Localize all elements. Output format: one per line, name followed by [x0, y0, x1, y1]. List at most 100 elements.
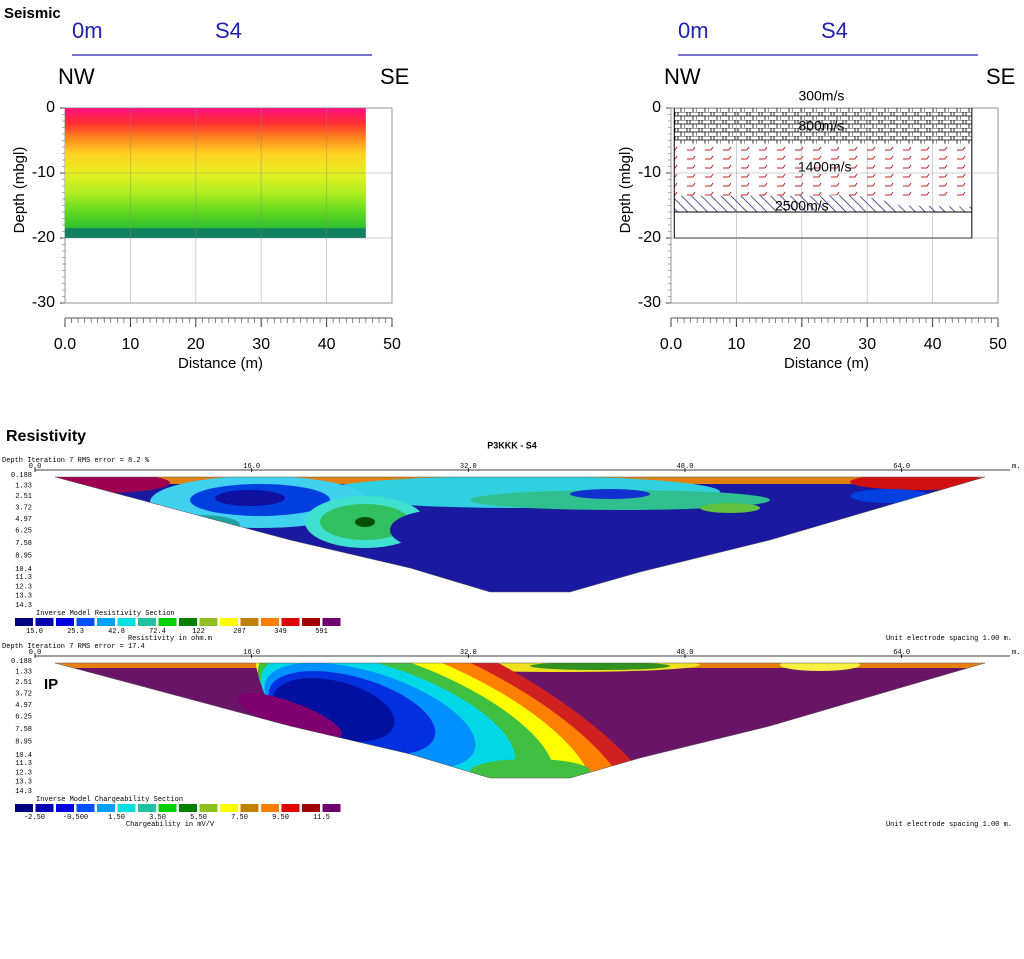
- contour-zone: [390, 510, 490, 550]
- y-tick-label: -20: [32, 229, 55, 246]
- depth-label: 10.4: [15, 566, 32, 574]
- x-unit: m.: [1012, 649, 1020, 657]
- contour-zone: [238, 693, 342, 739]
- scale-label: 15.0: [26, 628, 43, 636]
- scale-swatch: [56, 618, 74, 626]
- contour-zone: [55, 477, 170, 493]
- depth-label: 8.95: [15, 553, 32, 561]
- depth-label: 1.33: [15, 482, 32, 490]
- iteration-header: Depth Iteration 7 RMS error = 8.2 %: [2, 457, 150, 465]
- x-tick-label: 30: [252, 336, 270, 353]
- depth-label: 1.33: [15, 668, 32, 676]
- x-tick-label: 10: [122, 336, 140, 353]
- depth-label: 6.25: [15, 714, 32, 722]
- x-tick-label: 64.0: [893, 463, 910, 471]
- depth-label: 13.3: [15, 779, 32, 787]
- depth-label: 14.3: [15, 788, 32, 796]
- section-title: Seismic: [4, 5, 61, 22]
- depth-label: 7.58: [15, 726, 32, 734]
- line-name: S4: [215, 18, 242, 43]
- section-fill: [55, 477, 985, 592]
- y-axis-label: Depth (mbgl): [617, 147, 634, 234]
- depth-label: 0.188: [11, 472, 32, 480]
- layer-deep: [674, 195, 972, 212]
- depth-label: 4.97: [15, 702, 32, 710]
- scale-swatch: [281, 804, 300, 812]
- scale-label: 591: [315, 628, 328, 636]
- x-tick-label: 48.0: [677, 463, 694, 471]
- layer-mid: [674, 143, 972, 196]
- y-axis-label: Depth (mbgl): [11, 147, 28, 234]
- footer-note: Unit electrode spacing 1.00 m.: [886, 821, 1012, 829]
- x-tick-label: 0.0: [29, 649, 42, 657]
- scale-swatch: [261, 804, 279, 812]
- contour-zone: [700, 503, 760, 513]
- y-tick-label: -30: [32, 294, 55, 311]
- contour-zone: [850, 477, 985, 490]
- depth-label: 11.3: [15, 574, 32, 582]
- scale-swatch: [179, 804, 197, 812]
- x-tick-label: 48.0: [677, 649, 694, 657]
- x-tick-label: 0.0: [660, 336, 682, 353]
- iteration-header: Depth Iteration 7 RMS error = 17.4: [2, 643, 145, 651]
- x-tick-label: 0.0: [29, 463, 42, 471]
- direction-left: NW: [58, 64, 95, 89]
- layer-label: 1400m/s: [798, 159, 852, 175]
- footer-note: Unit electrode spacing 1.00 m.: [886, 635, 1012, 643]
- layer-label: 300m/s: [798, 88, 844, 104]
- scale-swatch: [220, 618, 238, 626]
- scale-label: 207: [233, 628, 246, 636]
- scale-swatch: [322, 618, 341, 626]
- x-unit: m.: [1012, 463, 1020, 471]
- depth-label: 12.3: [15, 769, 32, 777]
- scale-swatch: [240, 618, 259, 626]
- x-tick-label: 0.0: [54, 336, 76, 353]
- section-border: [54, 476, 986, 593]
- scale-swatch: [158, 804, 177, 812]
- x-tick-label: 20: [793, 336, 811, 353]
- depth-label: 3.72: [15, 504, 32, 512]
- contour-zone: [530, 663, 670, 670]
- scale-swatch: [158, 618, 177, 626]
- section-fill: [55, 663, 985, 778]
- scale-label: 1.50: [108, 814, 125, 822]
- scale-swatch: [117, 804, 136, 812]
- scale-label: 42.8: [108, 628, 125, 636]
- x-axis-label: Distance (m): [784, 355, 869, 372]
- line-start: 0m: [72, 18, 103, 43]
- scale-swatch: [199, 804, 218, 812]
- x-tick-label: 32.0: [460, 463, 477, 471]
- scale-swatch: [76, 618, 95, 626]
- scale-swatch: [138, 804, 156, 812]
- x-tick-label: 40: [318, 336, 336, 353]
- scale-label: 349: [274, 628, 287, 636]
- y-tick-label: -20: [638, 229, 661, 246]
- section-title: Resistivity: [6, 428, 86, 445]
- scale-swatch: [179, 618, 197, 626]
- scale-swatch: [76, 804, 95, 812]
- section-border: [54, 662, 986, 779]
- depth-label: 8.95: [15, 739, 32, 747]
- model-section: [54, 476, 986, 593]
- scale-swatch: [35, 804, 54, 812]
- scale-unit: Chargeability in mV/V: [126, 821, 215, 829]
- scale-swatch: [97, 804, 115, 812]
- depth-label: 2.51: [15, 493, 32, 501]
- scale-swatch: [220, 804, 238, 812]
- scale-swatch: [302, 804, 320, 812]
- x-tick-label: 10: [728, 336, 746, 353]
- depth-label: 3.72: [15, 690, 32, 698]
- direction-right: SE: [380, 64, 409, 89]
- scale-swatch: [240, 804, 259, 812]
- model-section: [54, 662, 986, 779]
- depth-label: 6.25: [15, 528, 32, 536]
- scale-label: 122: [192, 628, 205, 636]
- scale-label: 7.50: [231, 814, 248, 822]
- scale-swatch: [35, 618, 54, 626]
- x-tick-label: 16.0: [243, 649, 260, 657]
- depth-label: 12.3: [15, 583, 32, 591]
- contour-zone: [160, 515, 240, 535]
- depth-label: 10.4: [15, 752, 32, 760]
- scale-swatch: [281, 618, 300, 626]
- scale-swatch: [56, 804, 74, 812]
